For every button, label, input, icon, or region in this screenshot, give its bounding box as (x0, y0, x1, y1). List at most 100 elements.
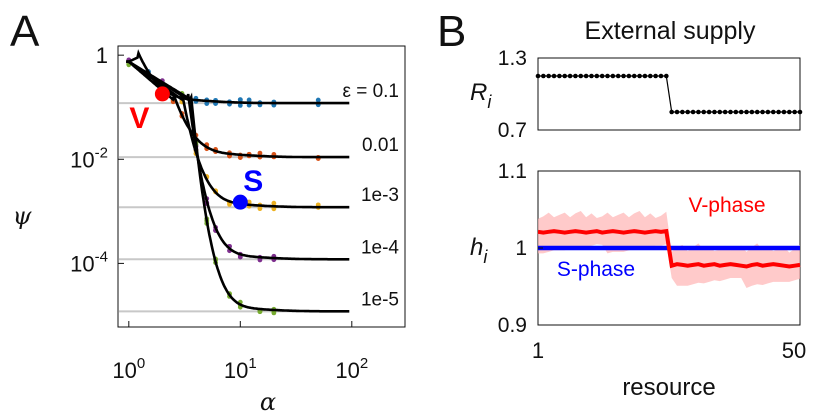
panel-a-y-axis-label: ψ (13, 202, 33, 230)
supply-point (647, 73, 653, 79)
panel-a-letter: A (10, 7, 40, 56)
supply-point (722, 109, 728, 115)
theory-curve (126, 60, 350, 209)
supply-point (685, 109, 691, 115)
supply-point (631, 73, 637, 79)
supply-point (621, 73, 626, 79)
panel-a-plot-frame (117, 45, 406, 328)
y-tick-label: 1.1 (498, 160, 527, 183)
supply-point (787, 109, 792, 115)
supply-point (733, 109, 739, 115)
panel-b-bottom-y-label: hi (470, 234, 488, 267)
phase-marker (154, 86, 170, 102)
y-tick-label: 1.3 (498, 47, 527, 70)
panel-a-phase-markers: VS (129, 86, 263, 210)
supply-point (728, 109, 733, 115)
supply-point (754, 109, 760, 115)
v-phase-line (537, 228, 801, 269)
supply-point (770, 109, 776, 115)
x-tick-label: 1 (532, 338, 544, 363)
panel-a-y-ticks: 1 10-2 10-4 (70, 43, 124, 276)
supply-point (557, 73, 562, 79)
theory-curve (126, 60, 350, 313)
x-tick-label: 100 (112, 355, 145, 383)
supply-point (615, 73, 621, 79)
supply-point (738, 109, 744, 115)
series-label: 1e-5 (361, 289, 399, 310)
v-phase-label: V-phase (688, 194, 765, 217)
phase-marker (232, 194, 248, 210)
supply-point (535, 73, 541, 79)
phase-marker-label: V (129, 102, 149, 135)
simulation-point (237, 155, 243, 161)
y-tick-label: 1 (96, 43, 108, 68)
series-label: 1e-4 (361, 237, 399, 258)
supply-point (578, 73, 584, 79)
simulation-point (271, 310, 277, 316)
supply-point (706, 109, 712, 115)
resource-supply-chart: 0.7 1.3 Ri (470, 47, 803, 142)
panel-b-bottom-x-ticks: 1 50 (532, 320, 806, 363)
phase-lines (537, 228, 801, 269)
simulation-point (246, 97, 252, 103)
supply-point (642, 73, 648, 79)
supply-point (658, 73, 664, 79)
supply-point (653, 73, 658, 79)
supply-point (573, 73, 578, 79)
x-tick-label: 101 (224, 355, 257, 383)
supply-point (696, 109, 701, 115)
supply-point (669, 109, 674, 115)
panel-a-series-labels: ε = 0.1 0.01 1e-3 1e-4 1e-5 (342, 81, 399, 310)
supply-point (562, 73, 568, 79)
panel-a-x-axis-label: α (260, 388, 276, 415)
theory-curve (126, 60, 350, 159)
supply-point (583, 73, 589, 79)
supply-point (760, 109, 765, 115)
panel-b-title: External supply (585, 17, 756, 45)
simulation-point (315, 97, 321, 103)
supply-point (701, 109, 707, 115)
simulation-point (237, 102, 243, 108)
panel-b-top-frame (537, 57, 801, 131)
supply-point (680, 109, 685, 115)
supply-point (541, 73, 546, 79)
y-tick-label: 10-4 (70, 248, 108, 276)
supply-point (717, 109, 723, 115)
harvest-profile-chart: 0.911.1 1 50 hi resource V-phase S-phase (470, 160, 806, 401)
supply-line (535, 73, 803, 115)
panel-b-top-y-label: Ri (470, 79, 492, 112)
supply-point (690, 109, 696, 115)
series-label: 1e-3 (361, 185, 399, 206)
supply-point (792, 109, 797, 115)
y-tick-label: 0.9 (498, 314, 527, 337)
supply-point (797, 109, 803, 115)
supply-point (712, 109, 717, 115)
supply-point (594, 73, 600, 79)
x-tick-label: 102 (335, 355, 368, 383)
supply-point (776, 109, 781, 115)
supply-curve (538, 75, 800, 113)
series-label: ε = 0.1 (342, 81, 399, 102)
y-tick-label: 0.7 (498, 119, 527, 142)
panel-b-bottom-y-ticks: 0.9 1 1.1 (498, 160, 543, 337)
supply-point (744, 109, 749, 115)
simulation-point (246, 199, 252, 205)
panel-b-top-y-ticks: 0.7 1.3 (498, 47, 543, 142)
supply-point (749, 109, 755, 115)
phase-marker-label: S (243, 165, 263, 198)
simulation-point (237, 97, 243, 103)
panel-b-x-axis-label: resource (622, 374, 715, 401)
y-tick-label: 10-2 (70, 144, 108, 172)
simulation-point (271, 200, 277, 206)
y-tick-label: 1 (515, 237, 527, 260)
supply-point (551, 73, 557, 79)
supply-point (765, 109, 771, 115)
panel-b-letter: B (437, 7, 466, 56)
supply-point (626, 73, 632, 79)
supply-point (637, 73, 642, 79)
supply-point (610, 73, 616, 79)
simulation-point (271, 206, 277, 212)
x-tick-label: 50 (782, 338, 806, 363)
